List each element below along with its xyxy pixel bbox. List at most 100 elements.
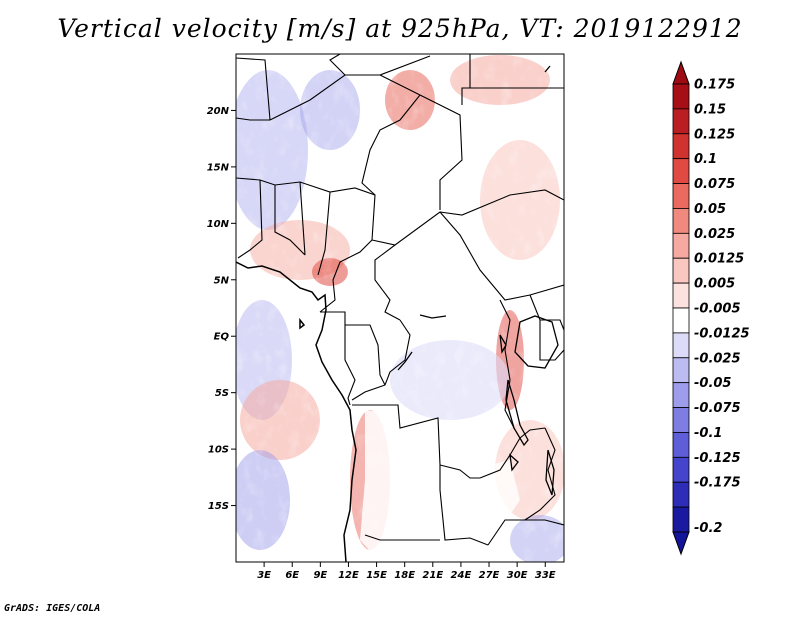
- lake-tanganyika: [505, 379, 529, 447]
- colorbar-label: 0.125: [694, 127, 735, 142]
- colorbar-label: -0.05: [694, 376, 731, 391]
- border-line: [374, 244, 401, 321]
- colorbar-label: -0.125: [694, 451, 741, 466]
- colorbar: 0.175 0.15 0.125 0.1 0.075 0.05 0.025 0.0125 0.0…: [672, 60, 750, 556]
- border-line: [439, 465, 489, 546]
- border-line: [439, 189, 564, 216]
- border-line: [352, 404, 480, 479]
- lake-victoria: [514, 315, 559, 369]
- colorbar-label: 0.1: [694, 152, 717, 167]
- border-line: [499, 299, 516, 431]
- colorbar-swatch: [672, 133, 690, 160]
- colorbar-swatch: [672, 282, 690, 309]
- lon-tick-label: 21E: [422, 570, 443, 581]
- colorbar-swatch: [672, 506, 690, 533]
- colorbar-label: -0.075: [694, 401, 741, 416]
- colorbar-bottom-arrow: [672, 531, 690, 556]
- colorbar-swatch: [672, 332, 690, 359]
- colorbar-swatch: [672, 83, 690, 110]
- border-line: [487, 519, 564, 546]
- colorbar-label: 0.025: [694, 227, 735, 242]
- colorbar-swatch: [672, 407, 690, 433]
- lat-tick-label: EQ: [214, 332, 230, 343]
- border-line: [479, 427, 546, 479]
- lat-tick-label: 20N: [207, 106, 230, 117]
- lon-tick-label: 33E: [535, 570, 556, 581]
- lakes: [397, 65, 559, 496]
- map-panel[interactable]: [228, 53, 570, 565]
- colorbar-label: -0.0125: [694, 326, 750, 341]
- lat-tick-label: 10S: [208, 445, 229, 456]
- lat-tick-label: 15S: [208, 501, 229, 512]
- border-line: [461, 54, 471, 105]
- lon-tick-label: 27E: [479, 570, 500, 581]
- border-line: [361, 94, 421, 196]
- border-line: [317, 191, 331, 276]
- border-line: [524, 427, 556, 521]
- lake-albert: [499, 334, 507, 355]
- border-line: [344, 325, 356, 406]
- border-line: [237, 179, 263, 259]
- lake-nasser: [544, 65, 551, 73]
- border-line: [371, 211, 564, 301]
- map-frame: [235, 53, 565, 563]
- lake-malawi: [545, 449, 555, 496]
- lon-tick-label: 15E: [366, 570, 387, 581]
- colorbar-label: -0.2: [694, 521, 722, 536]
- colorbar-label: 0.075: [694, 177, 735, 192]
- border-line: [539, 320, 564, 361]
- colorbar-label: 0.15: [694, 102, 726, 117]
- island-bioko: [299, 317, 306, 330]
- coast-line: [236, 261, 357, 562]
- map-title: Vertical velocity [m/s] at 925hPa, VT: 2…: [57, 14, 743, 43]
- border-line: [364, 534, 440, 541]
- longitude-axis: 3E 6E 9E 12E 15E 18E 21E 24E 27E 30E 33E: [257, 562, 556, 581]
- border-line: [299, 181, 306, 256]
- river-segment: [397, 351, 413, 371]
- colorbar-swatch: [672, 232, 690, 259]
- colorbar-swatch: [672, 432, 690, 458]
- colorbar-label: 0.005: [694, 277, 735, 292]
- border-line: [236, 177, 376, 241]
- border-line: [319, 239, 373, 313]
- colorbar-label: 0.175: [694, 78, 735, 93]
- colorbar-label: 0.0125: [694, 252, 744, 267]
- lon-tick-label: 18E: [394, 570, 415, 581]
- lon-tick-label: 3E: [257, 570, 271, 581]
- colorbar-label: -0.025: [694, 351, 741, 366]
- lat-tick-label: 15N: [207, 162, 230, 173]
- velocity-field: [236, 54, 564, 562]
- lat-tick-label: 5N: [214, 275, 230, 286]
- masked-region: [360, 410, 470, 562]
- river-segment: [419, 314, 447, 319]
- coastline: [236, 261, 357, 562]
- border-line: [351, 319, 411, 401]
- colorbar-swatch: [672, 307, 690, 334]
- lon-tick-label: 24E: [451, 570, 472, 581]
- lon-tick-label: 12E: [338, 570, 359, 581]
- lat-tick-label: 5S: [215, 388, 229, 399]
- border-line: [379, 55, 431, 76]
- colorbar-label: 0.05: [694, 202, 726, 217]
- border-line: [320, 311, 386, 386]
- border-line: [329, 54, 346, 76]
- country-borders: [236, 54, 564, 546]
- latitude-axis: 20N 15N 10N 5N EQ 5S 10S 15S: [207, 106, 236, 512]
- border-line: [529, 294, 564, 331]
- colorbar-top-arrow: [672, 60, 690, 85]
- colorbar-swatch: [672, 257, 690, 284]
- colorbar-swatch: [672, 481, 690, 508]
- grads-footer: GrADS: IGES/COLA: [4, 603, 101, 614]
- lon-tick-label: 30E: [507, 570, 528, 581]
- colorbar-swatch: [672, 382, 690, 408]
- colorbar-swatch: [672, 183, 690, 209]
- colorbar-swatch: [672, 108, 690, 135]
- border-line: [274, 185, 306, 256]
- lon-tick-label: 9E: [313, 570, 327, 581]
- lon-tick-label: 6E: [285, 570, 299, 581]
- colorbar-swatch: [672, 208, 690, 234]
- colorbar-label: -0.1: [694, 426, 722, 441]
- lat-tick-label: 10N: [207, 219, 230, 230]
- colorbar-swatch: [672, 456, 690, 483]
